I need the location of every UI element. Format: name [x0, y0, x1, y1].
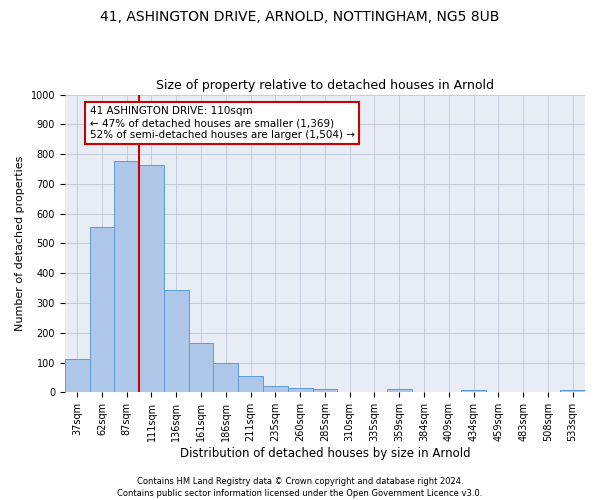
Bar — [313, 389, 337, 392]
Text: 41, ASHINGTON DRIVE, ARNOLD, NOTTINGHAM, NG5 8UB: 41, ASHINGTON DRIVE, ARNOLD, NOTTINGHAM,… — [100, 10, 500, 24]
Bar — [65, 359, 89, 392]
Bar — [164, 290, 188, 393]
Bar — [115, 160, 139, 392]
Text: Contains HM Land Registry data © Crown copyright and database right 2024.
Contai: Contains HM Land Registry data © Crown c… — [118, 476, 482, 498]
Bar — [139, 166, 164, 392]
Bar — [461, 390, 486, 392]
Text: 41 ASHINGTON DRIVE: 110sqm
← 47% of detached houses are smaller (1,369)
52% of s: 41 ASHINGTON DRIVE: 110sqm ← 47% of deta… — [89, 106, 355, 140]
Bar — [89, 227, 115, 392]
Title: Size of property relative to detached houses in Arnold: Size of property relative to detached ho… — [156, 79, 494, 92]
Bar — [188, 343, 214, 392]
Bar — [214, 363, 238, 392]
Bar — [263, 386, 288, 392]
Bar — [387, 390, 412, 392]
Bar — [238, 376, 263, 392]
Bar — [560, 390, 585, 392]
Y-axis label: Number of detached properties: Number of detached properties — [15, 156, 25, 331]
Bar — [288, 388, 313, 392]
X-axis label: Distribution of detached houses by size in Arnold: Distribution of detached houses by size … — [179, 447, 470, 460]
